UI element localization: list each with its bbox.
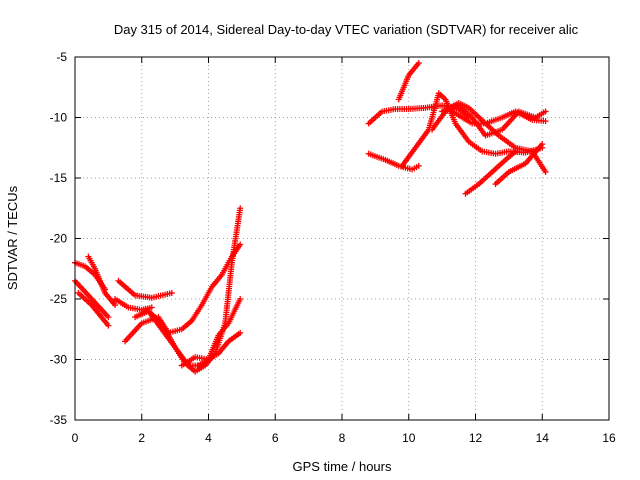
x-tick-label: 6 bbox=[272, 431, 279, 445]
data-point bbox=[105, 314, 112, 321]
x-tick-label: 0 bbox=[72, 431, 79, 445]
data-point bbox=[415, 162, 422, 169]
ticks: 0 2 4 6 8 10 12 14 16 -35 -30 -25 -20 -15 -10 -5 bbox=[50, 50, 616, 445]
data-point bbox=[542, 118, 549, 125]
x-tick-label: 12 bbox=[469, 431, 483, 445]
y-tick-label: -15 bbox=[50, 171, 68, 185]
series-track-20 bbox=[492, 141, 546, 188]
data-layer bbox=[72, 60, 549, 375]
series-track-6 bbox=[115, 277, 175, 301]
data-point bbox=[237, 241, 244, 248]
data-point bbox=[542, 108, 549, 115]
series-track-17 bbox=[439, 99, 549, 175]
x-tick-label: 4 bbox=[205, 431, 212, 445]
data-point bbox=[237, 205, 244, 212]
y-tick-label: -25 bbox=[50, 292, 68, 306]
data-point bbox=[512, 148, 519, 155]
y-axis-label: SDTVAR / TECUs bbox=[5, 185, 20, 290]
x-tick-label: 10 bbox=[402, 431, 416, 445]
y-tick-label: -30 bbox=[50, 353, 68, 367]
series-track-7 bbox=[122, 241, 244, 345]
x-tick-label: 14 bbox=[536, 431, 550, 445]
data-point bbox=[237, 329, 244, 336]
y-tick-label: -10 bbox=[50, 111, 68, 125]
series-track-5 bbox=[112, 296, 155, 313]
x-tick-label: 8 bbox=[339, 431, 346, 445]
data-point bbox=[148, 304, 155, 311]
series-track-18 bbox=[445, 106, 549, 127]
data-point bbox=[542, 168, 549, 175]
chart-title: Day 315 of 2014, Sidereal Day-to-day VTE… bbox=[114, 22, 579, 37]
y-tick-label: -20 bbox=[50, 232, 68, 246]
series-track-11 bbox=[195, 296, 244, 369]
grid bbox=[75, 57, 609, 420]
y-tick-label: -35 bbox=[50, 413, 68, 427]
data-point bbox=[415, 60, 422, 67]
data-point bbox=[112, 302, 119, 309]
series-track-14 bbox=[395, 60, 422, 103]
data-point bbox=[168, 289, 175, 296]
data-point bbox=[539, 141, 546, 148]
series-track-4 bbox=[85, 253, 119, 309]
x-axis-label: GPS time / hours bbox=[293, 459, 392, 474]
series-track-19 bbox=[462, 148, 519, 197]
series-track-13 bbox=[365, 150, 422, 173]
data-point bbox=[237, 296, 244, 302]
data-point bbox=[105, 322, 112, 329]
x-tick-label: 2 bbox=[138, 431, 145, 445]
x-tick-label: 16 bbox=[602, 431, 616, 445]
series-track-3 bbox=[75, 289, 112, 329]
y-tick-label: -5 bbox=[56, 50, 67, 64]
